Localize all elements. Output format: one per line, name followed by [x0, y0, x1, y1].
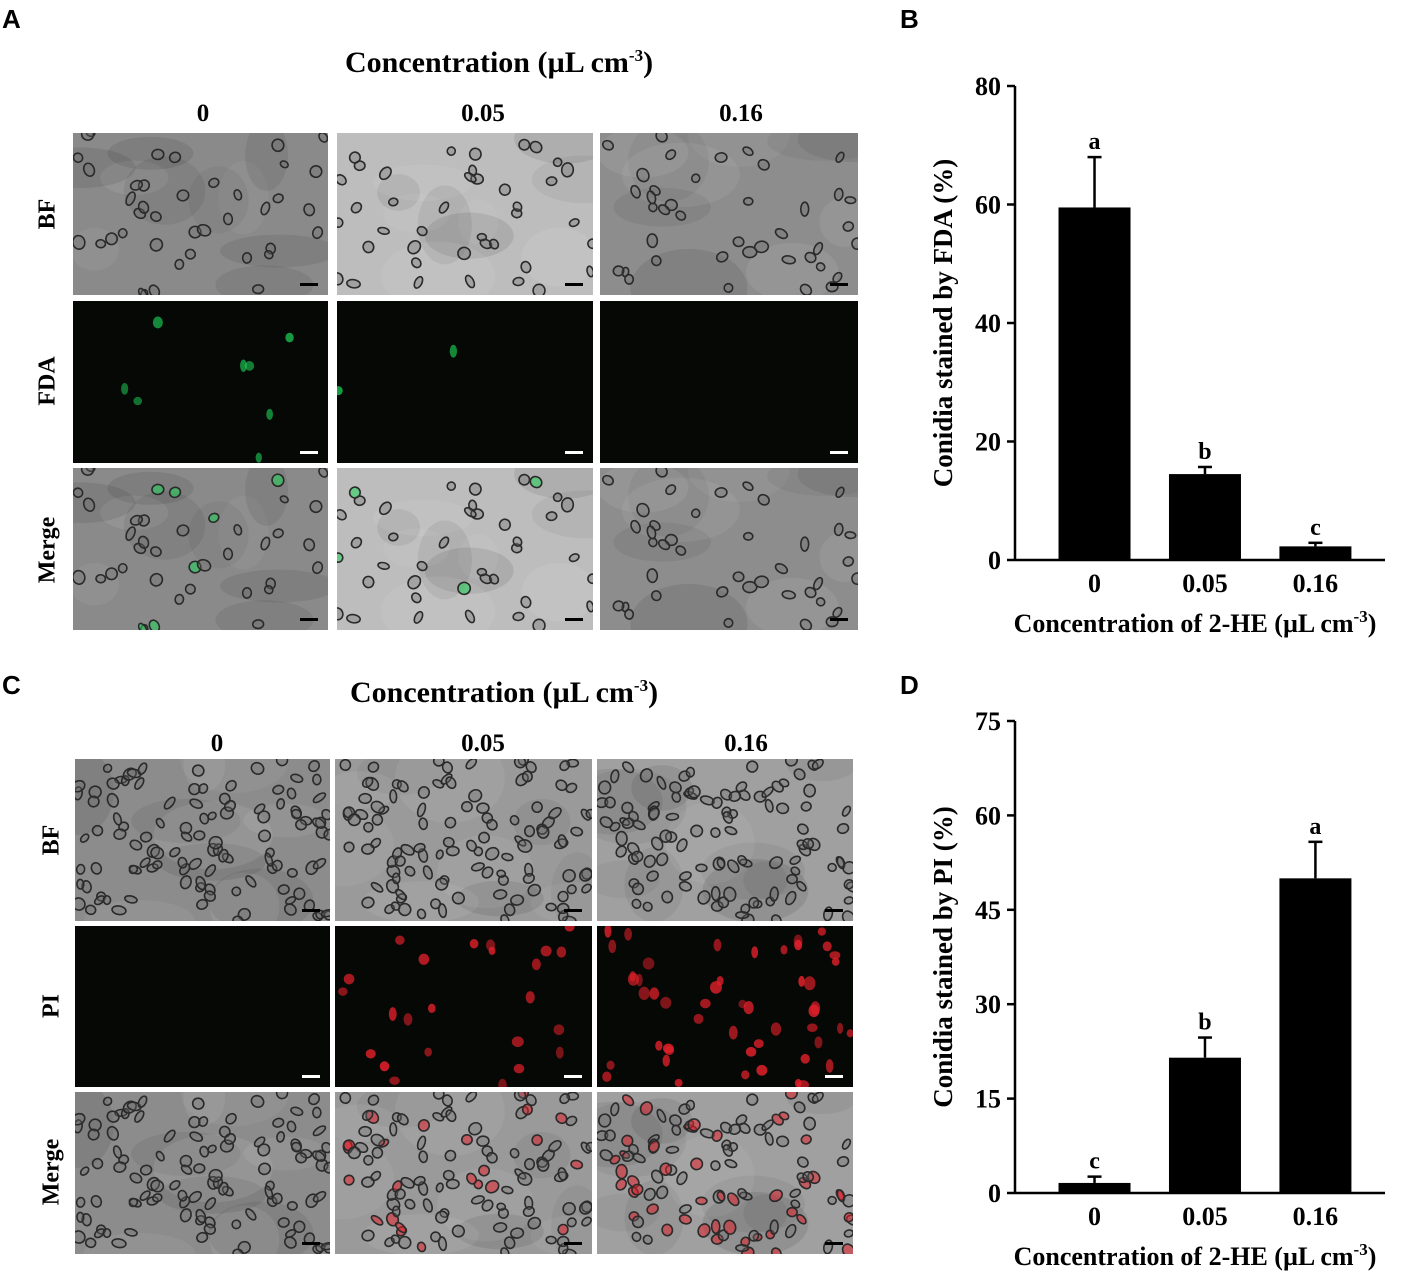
- bar: [1279, 878, 1352, 1193]
- x-tick-label: 0: [1088, 1202, 1101, 1231]
- y-tick-label: 60: [975, 191, 1001, 220]
- column-label-c-2: 0.16: [724, 730, 768, 757]
- x-tick-label: 0.05: [1182, 569, 1228, 598]
- micrograph-a-fda-0: [73, 301, 328, 463]
- micrograph-a-fda-1: [337, 301, 593, 463]
- x-tick-label: 0: [1088, 569, 1101, 598]
- row-label-c-merge: Merge: [38, 1138, 65, 1206]
- column-label-c-0: 0: [210, 730, 224, 757]
- micrograph-title-a: Concentration (µL cm-3): [345, 46, 653, 80]
- y-tick-label: 0: [988, 546, 1001, 575]
- significance-label: c: [1310, 515, 1321, 541]
- micrograph-a-fda-2: [600, 301, 858, 463]
- column-label-a-1: 0.05: [461, 100, 505, 127]
- bar: [1168, 1057, 1241, 1193]
- column-label-a-2: 0.16: [719, 100, 763, 127]
- micrograph-a-bf-0: [73, 133, 328, 295]
- title-end: ): [648, 676, 659, 709]
- bar: [1058, 207, 1131, 560]
- micrograph-a-merge-1: [337, 468, 593, 630]
- micrograph-c-bf-0: [75, 759, 330, 921]
- bar-chart-fda: 0 20 40 60 80 a 0 b 0.05 c 0.16 Concentration of 2-…: [928, 72, 1385, 638]
- significance-label: b: [1198, 439, 1211, 465]
- bar-chart-pi: 0 15 30 45 60 75 c 0 b 0.05 a 0.16 Concentration of …: [928, 707, 1385, 1271]
- y-tick-label: 30: [975, 990, 1001, 1019]
- micrograph-a-merge-0: [73, 468, 328, 630]
- title-superscript: -3: [628, 46, 644, 65]
- panel-letter-b: B: [900, 4, 919, 34]
- bar: [1168, 474, 1241, 560]
- significance-label: b: [1198, 1010, 1211, 1036]
- y-tick-label: 80: [975, 72, 1001, 101]
- bar: [1279, 546, 1352, 560]
- title-superscript: -3: [633, 676, 649, 695]
- x-axis-label: Concentration of 2-HE (µL cm-3): [1014, 1240, 1377, 1271]
- y-tick-label: 20: [975, 428, 1001, 457]
- row-label-c-bf: BF: [38, 824, 65, 856]
- y-axis-label: Conidia stained by PI (%): [928, 806, 958, 1108]
- micrograph-a-bf-1: [337, 133, 593, 295]
- column-label-a-0: 0: [196, 100, 210, 127]
- row-label-c-pi: PI: [38, 994, 65, 1018]
- micrograph-c-pi-1: [335, 926, 592, 1087]
- significance-label: a: [1089, 129, 1101, 155]
- row-label-a-fda: FDA: [34, 356, 61, 406]
- micrograph-c-merge-1: [335, 1092, 592, 1254]
- x-tick-label: 0.05: [1182, 1202, 1228, 1231]
- y-tick-label: 40: [975, 309, 1001, 338]
- micrograph-c-pi-0: [75, 926, 330, 1087]
- y-tick-label: 45: [975, 896, 1001, 925]
- y-axis-label: Conidia stained by FDA (%): [928, 159, 958, 488]
- significance-label: c: [1089, 1149, 1100, 1175]
- x-tick-label: 0.16: [1293, 1202, 1339, 1231]
- panel-letter-a: A: [2, 4, 21, 34]
- micrograph-a-merge-2: [600, 468, 858, 630]
- panel-letter-d: D: [900, 670, 919, 700]
- y-tick-label: 60: [975, 801, 1001, 830]
- column-label-c-1: 0.05: [461, 730, 505, 757]
- micrograph-a-bf-2: [600, 133, 858, 295]
- micrograph-c-bf-1: [335, 759, 592, 921]
- micrograph-c-bf-2: [597, 759, 853, 921]
- bar: [1058, 1182, 1131, 1193]
- panel-letter-c: C: [2, 670, 21, 700]
- micrograph-c-merge-0: [75, 1092, 330, 1254]
- significance-label: a: [1309, 814, 1321, 840]
- x-tick-label: 0.16: [1293, 569, 1339, 598]
- micrograph-c-pi-2: [597, 926, 853, 1087]
- title-text: Concentration (µL cm: [345, 46, 629, 79]
- y-tick-label: 15: [975, 1085, 1001, 1114]
- y-tick-label: 0: [988, 1179, 1001, 1208]
- micrograph-title-c: Concentration (µL cm-3): [350, 676, 658, 710]
- x-axis-label: Concentration of 2-HE (µL cm-3): [1014, 607, 1377, 638]
- micrograph-c-merge-2: [597, 1092, 853, 1254]
- row-label-a-merge: Merge: [34, 516, 61, 584]
- title-text: Concentration (µL cm: [350, 676, 634, 709]
- y-tick-label: 75: [975, 707, 1001, 736]
- title-end: ): [643, 46, 654, 79]
- row-label-a-bf: BF: [34, 198, 61, 230]
